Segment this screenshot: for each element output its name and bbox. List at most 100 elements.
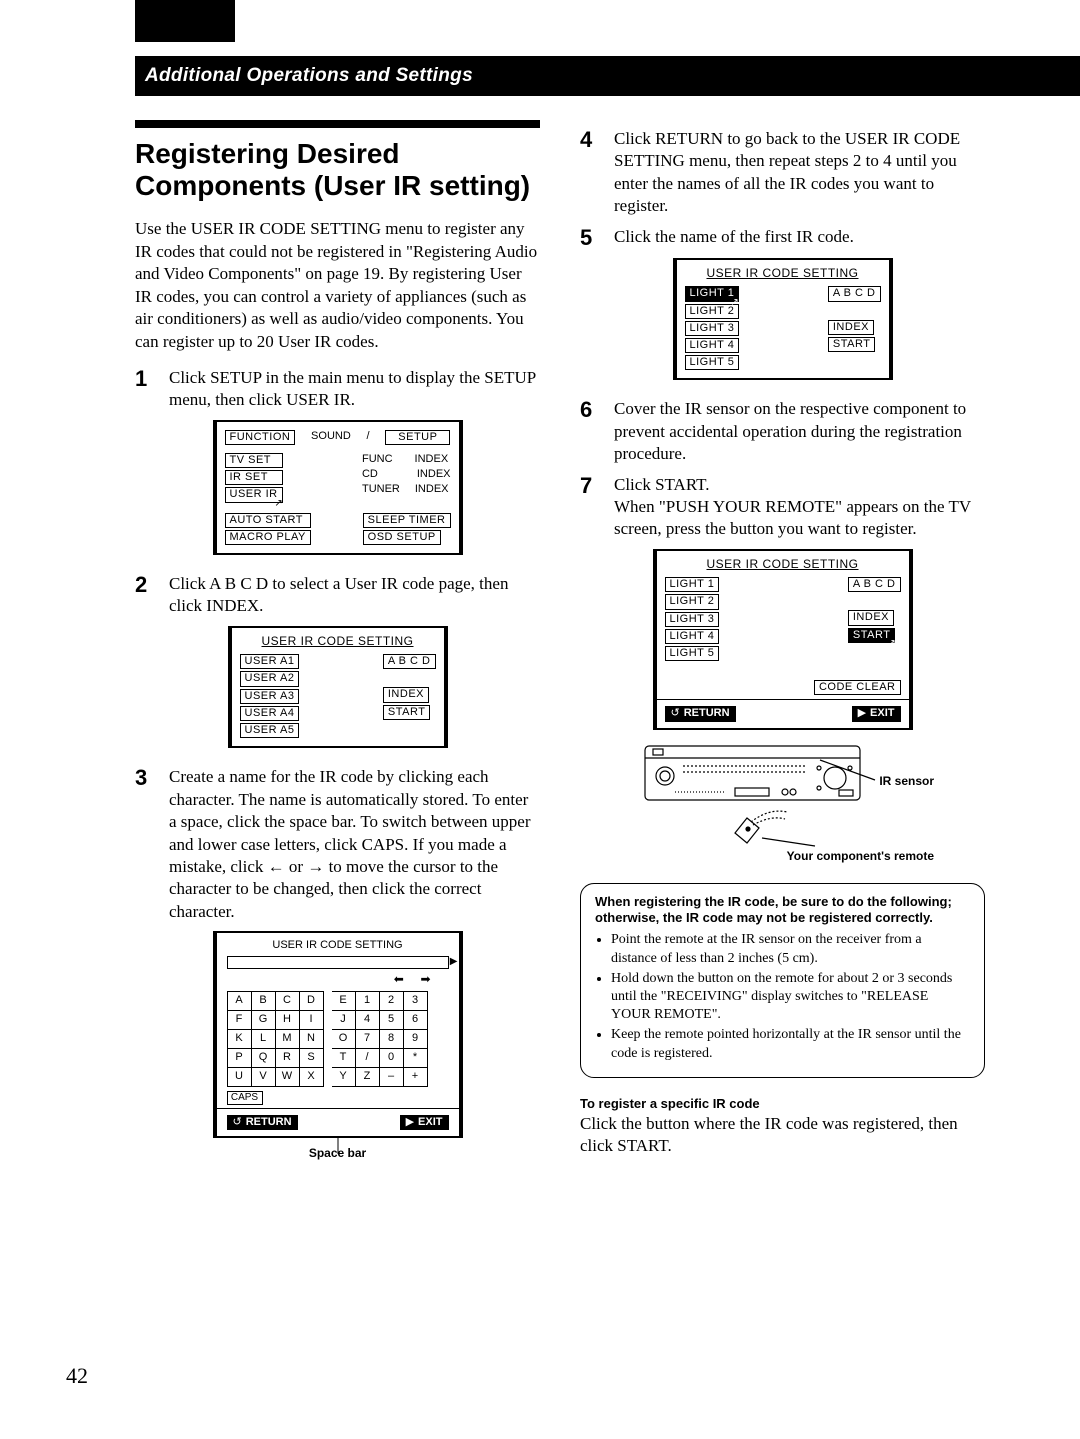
remote-label: Your component's remote bbox=[787, 849, 934, 863]
osd-return-label: RETURN bbox=[684, 707, 730, 720]
subhead: To register a specific IR code bbox=[580, 1096, 985, 1111]
kb-key: J bbox=[332, 1010, 356, 1029]
osd-r: INDEX bbox=[415, 453, 449, 466]
step-num-2: 2 bbox=[135, 573, 155, 618]
kb-key: 1 bbox=[355, 991, 379, 1010]
note-box: When registering the IR code, be sure to… bbox=[580, 883, 985, 1078]
kb-key: Z bbox=[355, 1067, 379, 1086]
step-6: 6 Cover the IR sensor on the respective … bbox=[580, 398, 985, 465]
osd-bl: AUTO START bbox=[225, 513, 311, 528]
osd-title: USER IR CODE SETTING bbox=[240, 634, 436, 648]
osd-codeclear: CODE CLEAR bbox=[814, 680, 901, 695]
kb-key: O bbox=[332, 1029, 356, 1048]
osd-return: ↺ RETURN bbox=[665, 706, 736, 721]
kb-key: 9 bbox=[403, 1029, 427, 1048]
osd-index: INDEX bbox=[383, 687, 429, 702]
kb-key: G bbox=[251, 1010, 275, 1029]
osd-l: LIGHT 3 bbox=[685, 321, 740, 336]
step-num-4: 4 bbox=[580, 128, 600, 218]
kb-return: ↺ RETURN bbox=[227, 1115, 298, 1130]
step7a: Click START. bbox=[614, 475, 710, 494]
page: Additional Operations and Settings Regis… bbox=[0, 0, 1080, 1439]
section-title: Additional Operations and Settings bbox=[145, 65, 473, 87]
kb-key: S bbox=[299, 1048, 323, 1067]
note-heading: When registering the IR code, be sure to… bbox=[595, 894, 970, 928]
subtext: Click the button where the IR code was r… bbox=[580, 1113, 985, 1158]
osd-title: USER IR CODE SETTING bbox=[665, 557, 901, 571]
kb-key: 5 bbox=[379, 1010, 403, 1029]
osd-start: START bbox=[383, 705, 431, 720]
kb-key: * bbox=[403, 1048, 427, 1067]
osd-exit-label: EXIT bbox=[870, 707, 894, 720]
step-num-5: 5 bbox=[580, 226, 600, 250]
osd-userir-a: USER IR CODE SETTING USER A1 USER A2 USE… bbox=[228, 626, 448, 748]
title-rule bbox=[135, 120, 540, 128]
kb-key: A bbox=[227, 991, 251, 1010]
page-number: 42 bbox=[66, 1363, 88, 1389]
step-text-4: Click RETURN to go back to the USER IR C… bbox=[614, 128, 985, 218]
kb-arrows: ⬅ ➡ bbox=[227, 972, 449, 986]
osd-r: FUNC bbox=[362, 453, 393, 466]
note-item: Keep the remote pointed horizontally at … bbox=[611, 1026, 970, 1062]
step-text-5: Click the name of the first IR code. bbox=[614, 226, 854, 250]
kb-key: D bbox=[299, 991, 323, 1010]
kb-key: 6 bbox=[403, 1010, 427, 1029]
kb-key: X bbox=[299, 1067, 323, 1086]
spacebar-caption: Space bar bbox=[135, 1146, 540, 1160]
kb-key: 2 bbox=[379, 991, 403, 1010]
osd-tab-sound: SOUND bbox=[311, 430, 351, 445]
kb-key: Y bbox=[332, 1067, 356, 1086]
kb-key: P bbox=[227, 1048, 251, 1067]
osd-start: START bbox=[848, 628, 896, 643]
osd-l: LIGHT 2 bbox=[665, 594, 720, 609]
osd-l: USER A3 bbox=[240, 689, 300, 704]
osd-l: LIGHT 4 bbox=[665, 629, 720, 644]
osd-start: START bbox=[828, 337, 876, 352]
osd-index: INDEX bbox=[828, 320, 874, 335]
kb-exit-label: EXIT bbox=[418, 1116, 442, 1129]
osd-br: OSD SETUP bbox=[363, 530, 441, 545]
osd-tab-setup: SETUP bbox=[385, 430, 450, 445]
kb-key: R bbox=[275, 1048, 299, 1067]
osd-index: INDEX bbox=[848, 610, 894, 625]
page-title: Registering Desired Components (User IR … bbox=[135, 138, 540, 202]
kb-key: 0 bbox=[379, 1048, 403, 1067]
step-text-3: Create a name for the IR code by clickin… bbox=[169, 766, 540, 923]
osd-r: TUNER bbox=[362, 483, 400, 496]
osd-br: SLEEP TIMER bbox=[363, 513, 451, 528]
note-list: Point the remote at the IR sensor on the… bbox=[611, 931, 970, 1062]
step-3: 3 Create a name for the IR code by click… bbox=[135, 766, 540, 923]
osd-tab-function: FUNCTION bbox=[225, 430, 296, 445]
osd-light-full: USER IR CODE SETTING LIGHT 1 LIGHT 2 LIG… bbox=[653, 549, 913, 730]
note-item: Hold down the button on the remote for a… bbox=[611, 970, 970, 1025]
osd-r: INDEX bbox=[417, 468, 451, 481]
osd-left: USER IR bbox=[225, 487, 283, 502]
kb-key: 7 bbox=[355, 1029, 379, 1048]
osd-tab-slash: / bbox=[367, 430, 370, 445]
step7b: When "PUSH YOUR REMOTE" appears on the T… bbox=[614, 497, 971, 538]
kb-caps: CAPS bbox=[227, 1091, 263, 1105]
kb-key: F bbox=[227, 1010, 251, 1029]
kb-key: T bbox=[332, 1048, 356, 1067]
osd-r: INDEX bbox=[415, 483, 449, 496]
step-text-6: Cover the IR sensor on the respective co… bbox=[614, 398, 985, 465]
intro-para: Use the USER IR CODE SETTING menu to reg… bbox=[135, 218, 540, 353]
kb-return-label: RETURN bbox=[246, 1116, 292, 1129]
step-text-2: Click A B C D to select a User IR code p… bbox=[169, 573, 540, 618]
kb-key: H bbox=[275, 1010, 299, 1029]
right-column: 4 Click RETURN to go back to the USER IR… bbox=[580, 120, 985, 1172]
top-black-tab bbox=[135, 0, 235, 42]
kb-key: Q bbox=[251, 1048, 275, 1067]
osd-keyboard: USER IR CODE SETTING ▶ ⬅ ➡ ABCDE123FGHIJ… bbox=[213, 931, 463, 1138]
osd-abcd: A B C D bbox=[383, 654, 436, 669]
ir-sensor-label: IR sensor bbox=[879, 774, 934, 788]
osd-l: LIGHT 1 bbox=[685, 286, 740, 301]
kb-key: 4 bbox=[355, 1010, 379, 1029]
osd-title: USER IR CODE SETTING bbox=[685, 266, 881, 280]
receiver-illustration: IR sensor Your component's remote bbox=[635, 738, 930, 863]
keyboard-grid: ABCDE123FGHIJ456KLMNO789PQRST/0*UVWXYZ–+ bbox=[227, 991, 428, 1087]
osd-l: LIGHT 4 bbox=[685, 338, 740, 353]
kb-key: + bbox=[403, 1067, 427, 1086]
step-1: 1 Click SETUP in the main menu to displa… bbox=[135, 367, 540, 412]
step-4: 4 Click RETURN to go back to the USER IR… bbox=[580, 128, 985, 218]
